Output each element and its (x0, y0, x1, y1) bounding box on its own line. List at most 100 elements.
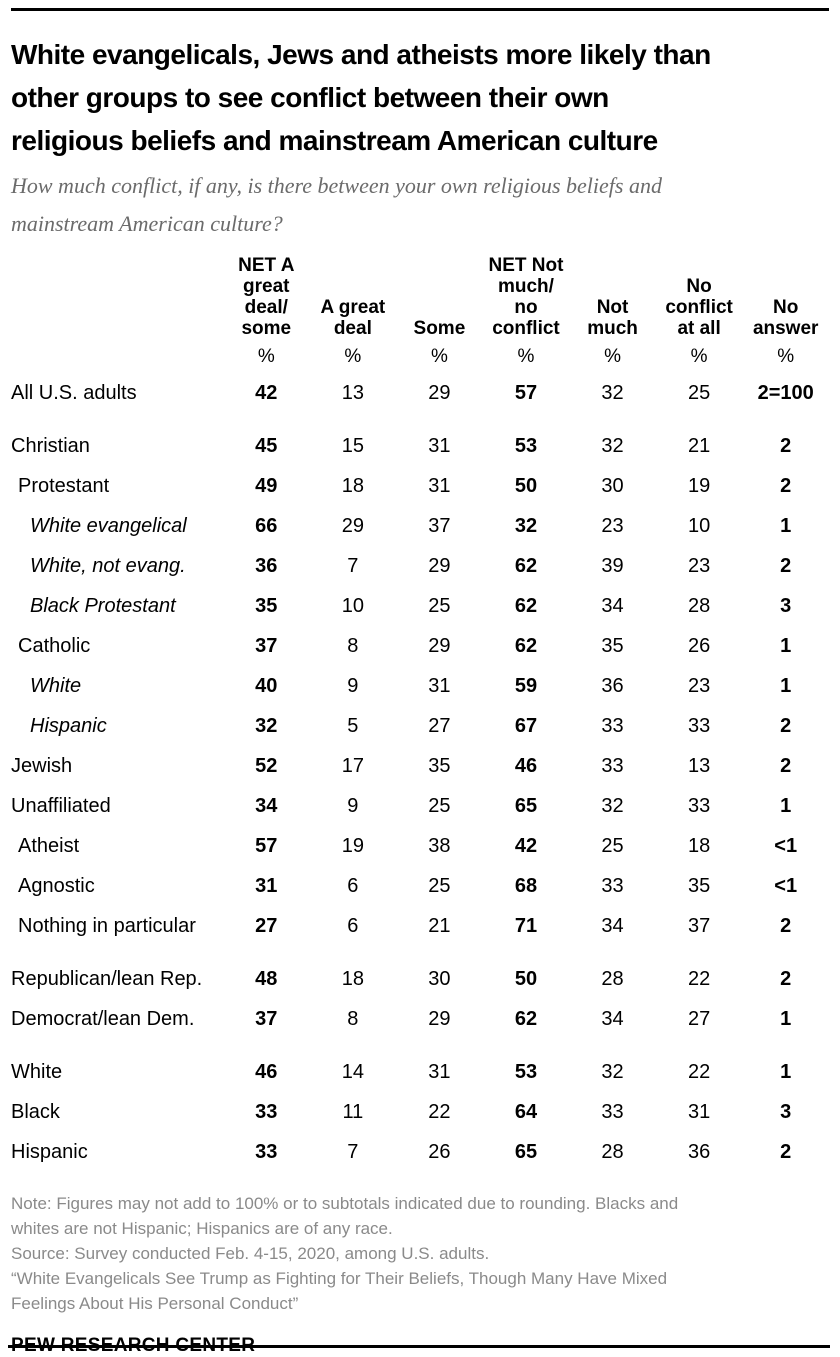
data-cell: 32 (514, 515, 538, 537)
data-cell: 1 (780, 1061, 792, 1083)
table-row: Republican/lean Rep. 48 18 30 50 28 22 2 (11, 947, 829, 1000)
data-cell: 25 (428, 595, 451, 617)
data-cell: 13 (687, 755, 711, 777)
data-cell: 67 (514, 715, 538, 737)
data-cell: 27 (255, 915, 278, 937)
row-label: Hispanic (11, 1141, 88, 1163)
data-cell: 2 (780, 475, 792, 497)
data-cell: 29 (428, 1008, 451, 1030)
data-cell: 35 (255, 595, 278, 617)
table-row: Unaffiliated 34 9 25 65 32 33 1 (11, 787, 829, 827)
data-cell: 10 (341, 595, 364, 617)
row-label: White, not evang. (30, 555, 186, 577)
bottom-rule (8, 1345, 830, 1348)
data-cell: 65 (514, 795, 538, 817)
row-label: White evangelical (30, 515, 187, 537)
column-header: Not much (587, 297, 638, 339)
data-cell: 11 (342, 1101, 364, 1123)
data-cell: 33 (255, 1141, 278, 1163)
data-cell: 59 (514, 675, 538, 697)
data-cell: 22 (687, 968, 711, 990)
data-cell: 31 (428, 1061, 451, 1083)
data-cell: 33 (601, 1101, 624, 1123)
data-cell: 3 (780, 1101, 792, 1123)
data-cell: 31 (255, 875, 278, 897)
data-cell: 48 (255, 968, 278, 990)
row-label: Black Protestant (30, 595, 176, 617)
data-cell: 2 (780, 755, 792, 777)
table-row: White, not evang. 36 7 29 62 39 23 2 (11, 547, 829, 587)
data-cell: 2=100 (757, 382, 814, 404)
data-cell: 15 (341, 435, 364, 457)
row-label: Hispanic (30, 715, 107, 737)
data-cell: 34 (255, 795, 278, 817)
data-cell: 27 (687, 1008, 711, 1030)
data-cell: 49 (255, 475, 278, 497)
table-row: Atheist 57 19 38 42 25 18 <1 (11, 827, 829, 867)
data-cell: 17 (341, 755, 364, 777)
data-cell: 33 (255, 1101, 278, 1123)
table-row: Hispanic 32 5 27 67 33 33 2 (11, 707, 829, 747)
table-row: White 46 14 31 53 32 22 1 (11, 1040, 829, 1093)
data-cell: 50 (514, 475, 538, 497)
data-cell: 62 (514, 595, 538, 617)
data-cell: 2 (780, 715, 792, 737)
data-cell: 22 (428, 1101, 451, 1123)
data-cell: 2 (780, 435, 792, 457)
data-cell: 26 (687, 635, 711, 657)
percent-row: %%%%%%% (11, 339, 829, 374)
data-cell: 28 (601, 1141, 624, 1163)
data-cell: 2 (780, 915, 792, 937)
table-row: Democrat/lean Dem. 37 8 29 62 34 27 1 (11, 1000, 829, 1040)
data-cell: 8 (347, 1008, 359, 1030)
row-label: Agnostic (18, 875, 95, 897)
data-cell: 33 (687, 715, 711, 737)
data-cell: 10 (687, 515, 711, 537)
data-cell: 35 (687, 875, 711, 897)
data-cell: 23 (687, 555, 711, 577)
row-label: Republican/lean Rep. (11, 968, 203, 990)
data-cell: 33 (601, 755, 624, 777)
data-cell: 37 (255, 1008, 278, 1030)
data-cell: 31 (428, 435, 451, 457)
data-cell: 21 (428, 915, 451, 937)
data-cell: 18 (341, 968, 364, 990)
data-cell: 2 (780, 968, 792, 990)
label-column-header (11, 255, 223, 339)
data-cell: 23 (687, 675, 711, 697)
data-cell: 45 (255, 435, 278, 457)
percent-symbol: % (344, 346, 362, 367)
data-cell: 31 (428, 475, 451, 497)
column-header: No conflict at all (665, 276, 733, 339)
data-cell: 8 (347, 635, 359, 657)
data-cell: <1 (774, 835, 798, 857)
data-cell: 31 (687, 1101, 711, 1123)
table-row: Protestant 49 18 31 50 30 19 2 (11, 467, 829, 507)
table-row: Catholic 37 8 29 62 35 26 1 (11, 627, 829, 667)
data-cell: 1 (780, 795, 792, 817)
table-row: White 40 9 31 59 36 23 1 (11, 667, 829, 707)
note-text: Note: Figures may not add to 100% or to … (11, 1194, 679, 1238)
data-cell: 36 (601, 675, 624, 697)
data-cell: 36 (687, 1141, 711, 1163)
data-cell: 57 (255, 835, 278, 857)
data-cell: 19 (341, 835, 364, 857)
table-row: All U.S. adults 42 13 29 57 32 25 2=100 (11, 374, 829, 414)
data-cell: 62 (514, 1008, 538, 1030)
data-cell: 33 (601, 715, 624, 737)
data-cell: 32 (255, 715, 278, 737)
data-cell: 7 (347, 1141, 359, 1163)
data-cell: 34 (601, 1008, 624, 1030)
data-cell: 2 (780, 555, 792, 577)
data-cell: 53 (514, 435, 538, 457)
column-header: NET Not much/ no conflict (488, 255, 564, 339)
row-label: Protestant (18, 475, 110, 497)
data-cell: 65 (514, 1141, 538, 1163)
table-row: Black 33 11 22 64 33 31 3 (11, 1093, 829, 1133)
data-cell: 34 (601, 915, 624, 937)
data-cell: 37 (255, 635, 278, 657)
column-header-row: NET A great deal/ some A great deal Some NE… (11, 255, 829, 339)
table-row: Hispanic 33 7 26 65 28 36 2 (11, 1133, 829, 1173)
column-header: NET A great deal/ some (238, 255, 295, 339)
data-cell: 3 (780, 595, 792, 617)
